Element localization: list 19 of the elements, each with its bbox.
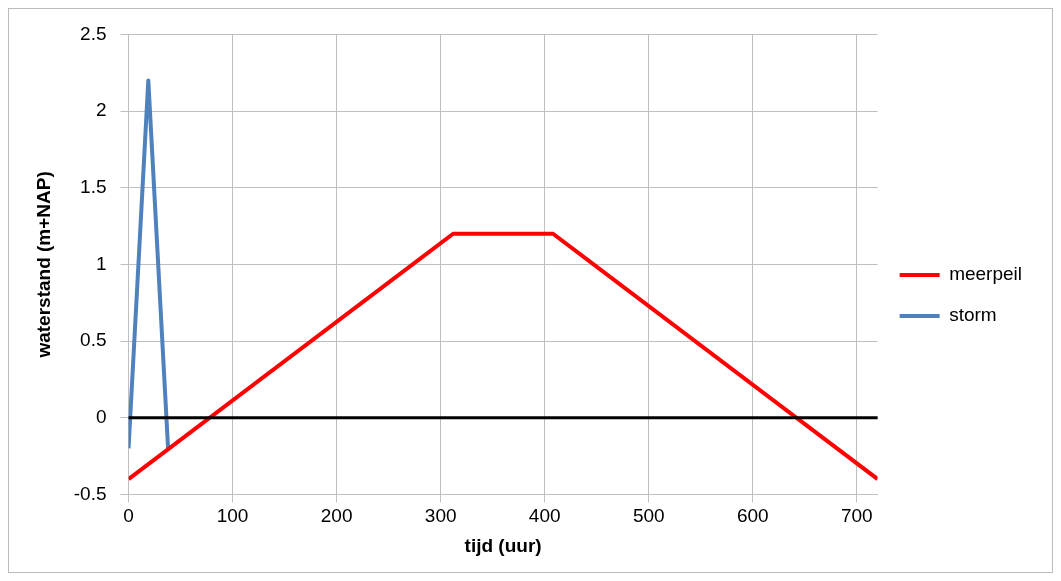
- y-tick-label: 1.5: [80, 175, 107, 197]
- x-tick-label: 600: [736, 505, 769, 527]
- y-tick-label: 0.5: [80, 329, 107, 351]
- y-axis-title: waterstand (m+NAP): [32, 171, 54, 359]
- x-tick-label: 500: [632, 505, 665, 527]
- y-tick-label: 1: [95, 252, 107, 274]
- y-tick-label: 2.5: [80, 22, 107, 44]
- y-tick-label: -0.5: [73, 482, 107, 504]
- x-tick-label: 300: [424, 505, 457, 527]
- y-tick-label: 0: [95, 405, 107, 427]
- legend-label: storm: [949, 304, 997, 326]
- x-axis-title: tijd (uur): [464, 534, 542, 556]
- x-tick-label: 200: [320, 505, 353, 527]
- x-tick-label: 100: [216, 505, 249, 527]
- y-tick-label: 2: [95, 99, 107, 121]
- x-tick-label: 0: [123, 505, 134, 527]
- x-tick-label: 700: [840, 505, 873, 527]
- x-tick-label: 400: [528, 505, 561, 527]
- legend-label: meerpeil: [949, 263, 1023, 285]
